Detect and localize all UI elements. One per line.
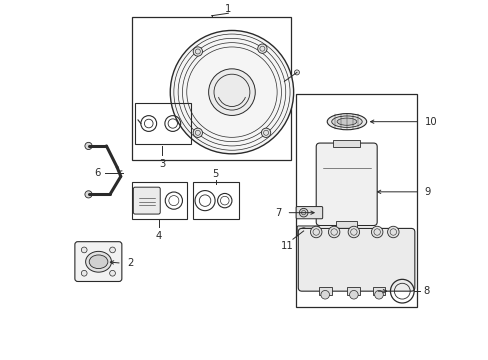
Circle shape	[328, 226, 339, 238]
Circle shape	[299, 208, 307, 217]
Circle shape	[347, 226, 359, 238]
Text: 4: 4	[156, 231, 162, 241]
Circle shape	[193, 47, 202, 56]
FancyBboxPatch shape	[133, 187, 160, 214]
Circle shape	[170, 31, 293, 154]
Circle shape	[81, 247, 87, 253]
Circle shape	[85, 142, 92, 149]
Circle shape	[374, 291, 383, 299]
Bar	[333, 140, 360, 147]
Text: 11: 11	[281, 241, 293, 251]
Ellipse shape	[85, 251, 111, 272]
Text: 5: 5	[212, 169, 219, 179]
Text: 8: 8	[422, 286, 428, 296]
Text: 7: 7	[274, 208, 281, 218]
Text: 10: 10	[424, 117, 436, 127]
Ellipse shape	[326, 114, 366, 130]
Circle shape	[387, 226, 398, 238]
Bar	[131, 17, 290, 160]
Ellipse shape	[331, 116, 362, 127]
Bar	[135, 103, 190, 144]
Circle shape	[320, 291, 329, 299]
Bar	[335, 221, 357, 232]
FancyBboxPatch shape	[298, 228, 414, 291]
FancyBboxPatch shape	[75, 242, 122, 282]
Circle shape	[371, 226, 382, 238]
Circle shape	[208, 69, 255, 116]
Bar	[318, 287, 331, 295]
Circle shape	[310, 226, 321, 238]
Bar	[131, 182, 187, 220]
Bar	[192, 182, 239, 220]
Circle shape	[109, 270, 115, 276]
Bar	[296, 94, 416, 307]
Circle shape	[300, 228, 306, 234]
Text: 3: 3	[159, 159, 165, 169]
Circle shape	[257, 44, 266, 53]
Text: 9: 9	[424, 187, 430, 197]
Ellipse shape	[89, 255, 108, 269]
Bar	[372, 287, 385, 295]
FancyBboxPatch shape	[296, 207, 322, 219]
Circle shape	[349, 291, 357, 299]
Circle shape	[81, 270, 87, 276]
Text: 6: 6	[94, 168, 101, 178]
Circle shape	[109, 247, 115, 253]
Text: 2: 2	[126, 258, 133, 268]
Circle shape	[193, 128, 202, 138]
Text: 1: 1	[224, 4, 231, 14]
FancyBboxPatch shape	[297, 226, 319, 236]
Circle shape	[261, 128, 270, 138]
Bar	[346, 287, 360, 295]
FancyBboxPatch shape	[316, 143, 376, 226]
Circle shape	[294, 70, 299, 75]
Ellipse shape	[336, 118, 356, 125]
Circle shape	[85, 191, 92, 198]
